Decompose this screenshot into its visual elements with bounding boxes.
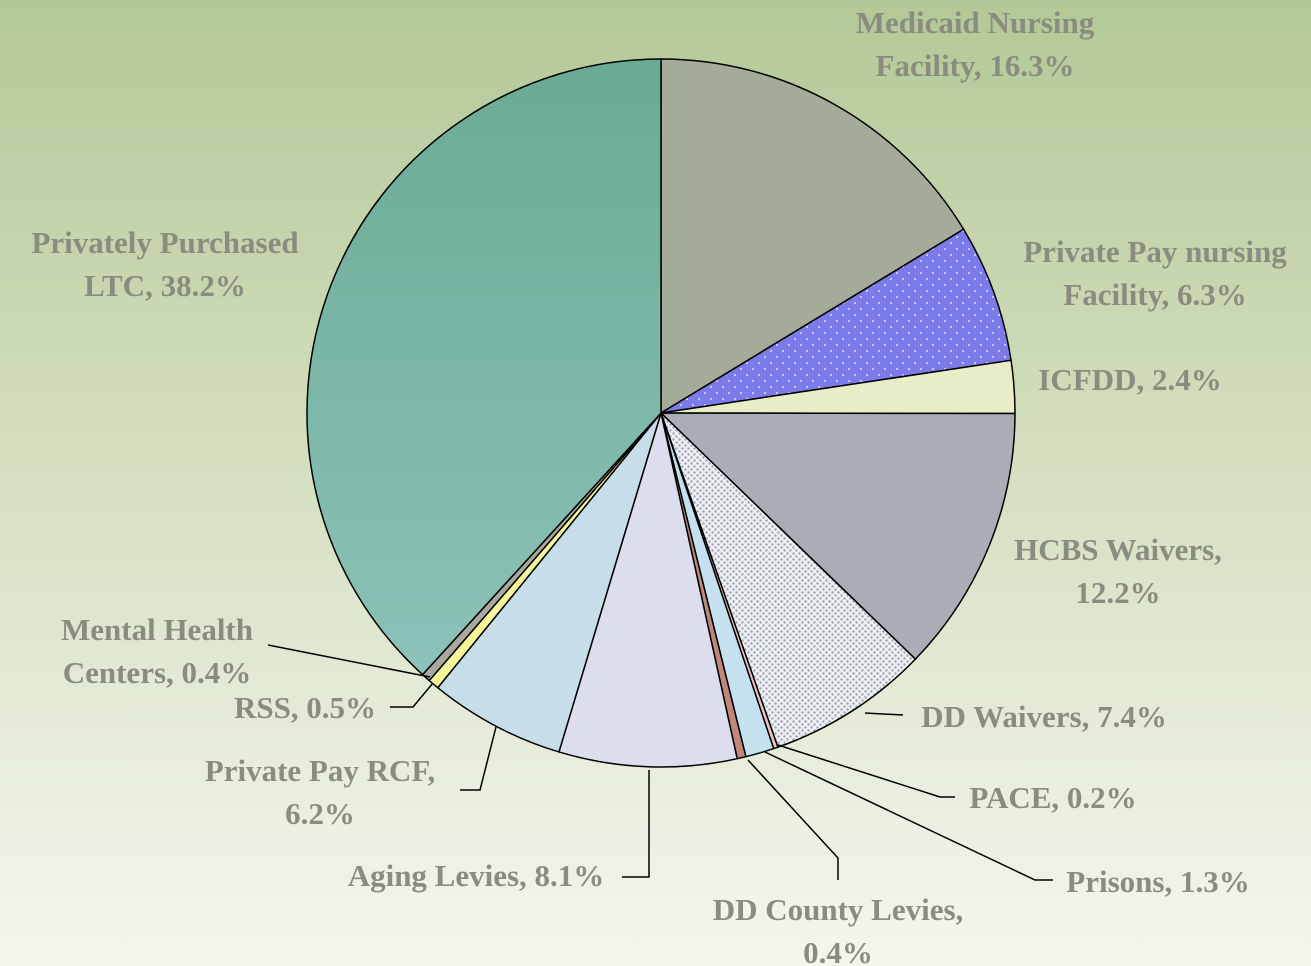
data-label: RSS, 0.5% bbox=[234, 690, 376, 725]
leader-line bbox=[390, 682, 434, 708]
label-line: 6.2% bbox=[285, 796, 355, 831]
pie-slice bbox=[558, 410, 739, 768]
leader-line bbox=[622, 770, 650, 878]
label-line: DD Waivers, 7.4% bbox=[921, 699, 1167, 734]
label-line: 12.2% bbox=[1075, 575, 1160, 610]
label-line: RSS, 0.5% bbox=[234, 690, 376, 725]
leader-line bbox=[267, 644, 431, 678]
label-line: 0.4% bbox=[803, 935, 873, 966]
data-label: Prisons, 1.3% bbox=[1066, 864, 1249, 899]
label-line: Private Pay nursing bbox=[1023, 234, 1287, 269]
data-label: Private Pay RCF, 6.2% bbox=[205, 753, 435, 831]
label-line: PACE, 0.2% bbox=[969, 780, 1136, 815]
data-label: DD County Levies, 0.4% bbox=[713, 892, 964, 966]
data-label: DD Waivers, 7.4% bbox=[921, 699, 1167, 734]
data-label: Privately Purchased LTC, 38.2% bbox=[31, 225, 298, 303]
label-line: Mental Health bbox=[61, 612, 253, 647]
pie-slice bbox=[436, 412, 662, 753]
label-line: Private Pay RCF, bbox=[205, 753, 435, 788]
label-line: Aging Levies, 8.1% bbox=[348, 858, 605, 893]
data-label: Aging Levies, 8.1% bbox=[348, 858, 605, 893]
leader-line bbox=[764, 751, 1053, 881]
label-line: Medicaid Nursing bbox=[856, 5, 1095, 40]
leader-line bbox=[777, 744, 955, 798]
label-line: ICFDD, 2.4% bbox=[1038, 362, 1221, 397]
label-line: Centers, 0.4% bbox=[63, 655, 252, 690]
data-label: Private Pay nursing Facility, 6.3% bbox=[1023, 234, 1287, 312]
label-line: LTC, 38.2% bbox=[84, 268, 246, 303]
leader-line bbox=[747, 759, 839, 880]
label-line: Facility, 16.3% bbox=[876, 48, 1075, 83]
label-line: DD County Levies, bbox=[713, 892, 964, 927]
data-label: ICFDD, 2.4% bbox=[1038, 362, 1221, 397]
label-line: HCBS Waivers, bbox=[1014, 532, 1222, 567]
label-line: Facility, 6.3% bbox=[1063, 277, 1246, 312]
label-line: Privately Purchased bbox=[31, 225, 298, 260]
data-label: Medicaid Nursing Facility, 16.3% bbox=[856, 5, 1095, 83]
pie-slice bbox=[660, 412, 917, 749]
pie-slice bbox=[660, 228, 1012, 414]
pie-slice bbox=[306, 58, 662, 676]
data-label: HCBS Waivers, 12.2% bbox=[1014, 532, 1222, 610]
leader-line bbox=[864, 712, 904, 716]
pie-slice bbox=[660, 58, 965, 415]
leader-line bbox=[460, 726, 497, 791]
data-label: PACE, 0.2% bbox=[969, 780, 1136, 815]
label-line: Prisons, 1.3% bbox=[1066, 864, 1249, 899]
pie-slice bbox=[659, 412, 1016, 661]
data-label: Mental Health Centers, 0.4% bbox=[61, 612, 253, 690]
